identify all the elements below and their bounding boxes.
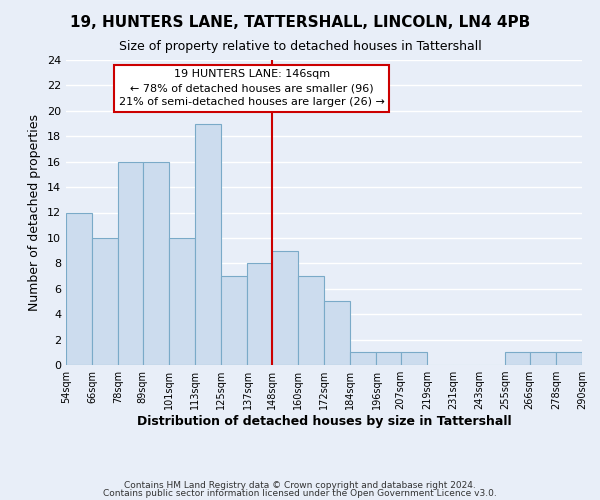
Bar <box>324 302 350 365</box>
Text: 19, HUNTERS LANE, TATTERSHALL, LINCOLN, LN4 4PB: 19, HUNTERS LANE, TATTERSHALL, LINCOLN, … <box>70 15 530 30</box>
Bar <box>350 352 376 365</box>
Text: 19 HUNTERS LANE: 146sqm
← 78% of detached houses are smaller (96)
21% of semi-de: 19 HUNTERS LANE: 146sqm ← 78% of detache… <box>119 69 385 107</box>
Text: Contains public sector information licensed under the Open Government Licence v3: Contains public sector information licen… <box>103 489 497 498</box>
Bar <box>169 238 195 365</box>
Bar <box>195 124 221 365</box>
Bar <box>221 276 247 365</box>
Bar <box>401 352 427 365</box>
Bar <box>530 352 556 365</box>
Bar <box>376 352 401 365</box>
Bar <box>92 238 118 365</box>
Bar <box>118 162 143 365</box>
Bar <box>143 162 169 365</box>
Bar <box>298 276 324 365</box>
X-axis label: Distribution of detached houses by size in Tattershall: Distribution of detached houses by size … <box>137 415 511 428</box>
Text: Contains HM Land Registry data © Crown copyright and database right 2024.: Contains HM Land Registry data © Crown c… <box>124 480 476 490</box>
Y-axis label: Number of detached properties: Number of detached properties <box>28 114 41 311</box>
Bar <box>247 264 272 365</box>
Bar <box>272 250 298 365</box>
Text: Size of property relative to detached houses in Tattershall: Size of property relative to detached ho… <box>119 40 481 53</box>
Bar <box>66 212 92 365</box>
Bar <box>556 352 582 365</box>
Bar <box>505 352 530 365</box>
